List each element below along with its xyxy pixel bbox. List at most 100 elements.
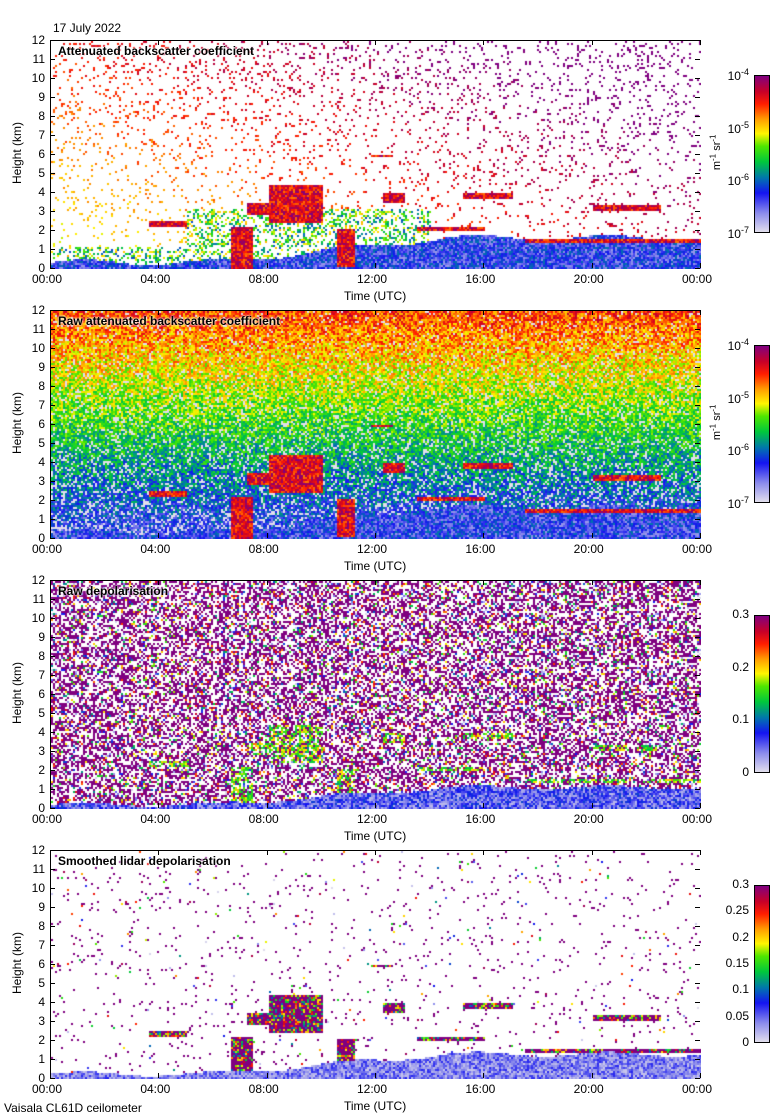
y-tick-mark xyxy=(695,618,700,619)
instrument-label: Vaisala CL61D ceilometer xyxy=(4,1101,142,1115)
colorbar xyxy=(754,885,770,1043)
colorbar-tick-label: 0.1 xyxy=(732,982,749,997)
y-tick-mark xyxy=(695,751,700,752)
y-tick-mark xyxy=(50,1059,55,1060)
x-tick-mark xyxy=(700,850,701,855)
y-tick-mark xyxy=(50,926,55,927)
colorbar xyxy=(754,615,770,773)
x-tick-mark xyxy=(158,580,160,585)
colorbar xyxy=(754,75,770,233)
x-tick-mark xyxy=(483,40,485,45)
y-tick-mark xyxy=(695,888,700,889)
x-tick-mark xyxy=(50,533,51,538)
y-axis-label: Height (km) xyxy=(10,931,25,995)
y-tick-mark xyxy=(695,732,700,733)
x-tick-mark xyxy=(591,1073,593,1078)
y-tick-mark xyxy=(50,580,55,581)
x-tick-mark xyxy=(266,580,268,585)
x-tick-mark xyxy=(50,263,51,268)
y-tick-label: 0 xyxy=(38,1071,45,1085)
y-tick-label: 9 xyxy=(38,360,45,374)
y-tick-mark xyxy=(695,675,700,676)
x-tick-mark xyxy=(50,310,51,315)
x-tick-mark xyxy=(50,580,51,585)
x-tick-label: 04:00 xyxy=(140,812,171,826)
y-tick-mark xyxy=(50,983,55,984)
y-tick-label: 5 xyxy=(38,706,45,720)
y-tick-mark xyxy=(50,907,55,908)
x-tick-mark xyxy=(158,263,160,268)
colorbar-unit: m-1 sr-1 xyxy=(709,405,724,441)
x-tick-label: 20:00 xyxy=(573,542,604,556)
x-tick-mark xyxy=(266,263,268,268)
x-tick-label: 04:00 xyxy=(140,272,171,286)
tick-base: 10 xyxy=(727,391,741,406)
x-tick-mark xyxy=(591,40,593,45)
panel-title: Raw depolarisation xyxy=(58,584,169,598)
y-tick-mark xyxy=(695,538,700,539)
panel-title: Raw attenuated backscatter coefficient xyxy=(58,314,281,328)
unit-exp: -1 xyxy=(708,404,718,412)
y-tick-label: 10 xyxy=(31,341,45,355)
x-tick-mark xyxy=(266,310,268,315)
tick-exponent: -7 xyxy=(740,225,749,235)
y-tick-label: 4 xyxy=(38,455,45,469)
y-tick-mark xyxy=(50,116,55,117)
y-tick-mark xyxy=(695,1021,700,1022)
x-tick-mark xyxy=(50,1073,51,1078)
colorbar-tick-label: 10-5 xyxy=(700,390,749,406)
y-tick-mark xyxy=(695,983,700,984)
colorbar-unit: m-1 sr-1 xyxy=(709,135,724,171)
colorbar-tick-label: 0.25 xyxy=(725,903,749,918)
colorbar-tick-label: 0 xyxy=(742,1035,749,1049)
y-tick-mark xyxy=(695,462,700,463)
x-tick-label: 16:00 xyxy=(465,1082,496,1096)
y-tick-mark xyxy=(50,1040,55,1041)
y-tick-label: 4 xyxy=(38,995,45,1009)
heatmap-canvas xyxy=(51,581,701,809)
x-tick-label: 08:00 xyxy=(248,812,279,826)
colorbar-tick-label: 0.05 xyxy=(725,1008,749,1023)
x-tick-mark xyxy=(375,310,376,315)
tick-exponent: -5 xyxy=(740,389,749,400)
x-tick-mark xyxy=(158,40,160,45)
y-tick-mark xyxy=(50,656,55,657)
y-tick-label: 11 xyxy=(32,52,45,66)
y-tick-label: 10 xyxy=(31,71,45,85)
y-tick-mark xyxy=(50,173,55,174)
y-tick-label: 7 xyxy=(38,668,45,682)
y-tick-mark xyxy=(695,500,700,501)
y-tick-mark xyxy=(50,751,55,752)
y-tick-mark xyxy=(695,599,700,600)
unit-exp: -1 xyxy=(708,153,718,161)
x-tick-label: 00:00 xyxy=(682,812,713,826)
y-tick-mark xyxy=(695,637,700,638)
x-tick-mark xyxy=(591,310,593,315)
y-tick-label: 2 xyxy=(38,493,45,507)
colorbar xyxy=(754,345,770,503)
x-tick-label: 20:00 xyxy=(573,272,604,286)
y-axis-label: Height (km) xyxy=(10,661,25,725)
x-tick-mark xyxy=(591,803,593,808)
x-tick-mark xyxy=(158,803,160,808)
x-axis-label: Time (UTC) xyxy=(344,1099,407,1113)
x-tick-label: 04:00 xyxy=(140,1082,171,1096)
y-tick-mark xyxy=(695,154,700,155)
x-tick-mark xyxy=(483,1073,485,1078)
x-tick-label: 16:00 xyxy=(465,812,496,826)
y-tick-label: 11 xyxy=(32,592,45,606)
y-tick-label: 3 xyxy=(38,744,45,758)
tick-exponent: -4 xyxy=(740,337,749,347)
y-tick-label: 4 xyxy=(38,725,45,739)
x-tick-label: 20:00 xyxy=(573,1082,604,1096)
y-tick-mark xyxy=(50,424,55,425)
unit-mid: sr xyxy=(711,141,724,154)
y-tick-mark xyxy=(50,329,55,330)
x-axis-label: Time (UTC) xyxy=(344,829,407,843)
y-tick-label: 12 xyxy=(31,843,45,857)
y-tick-label: 5 xyxy=(38,166,45,180)
y-tick-mark xyxy=(695,348,700,349)
colorbar-tick-label: 10-4 xyxy=(700,337,749,353)
y-tick-mark xyxy=(695,135,700,136)
x-tick-mark xyxy=(158,850,160,855)
